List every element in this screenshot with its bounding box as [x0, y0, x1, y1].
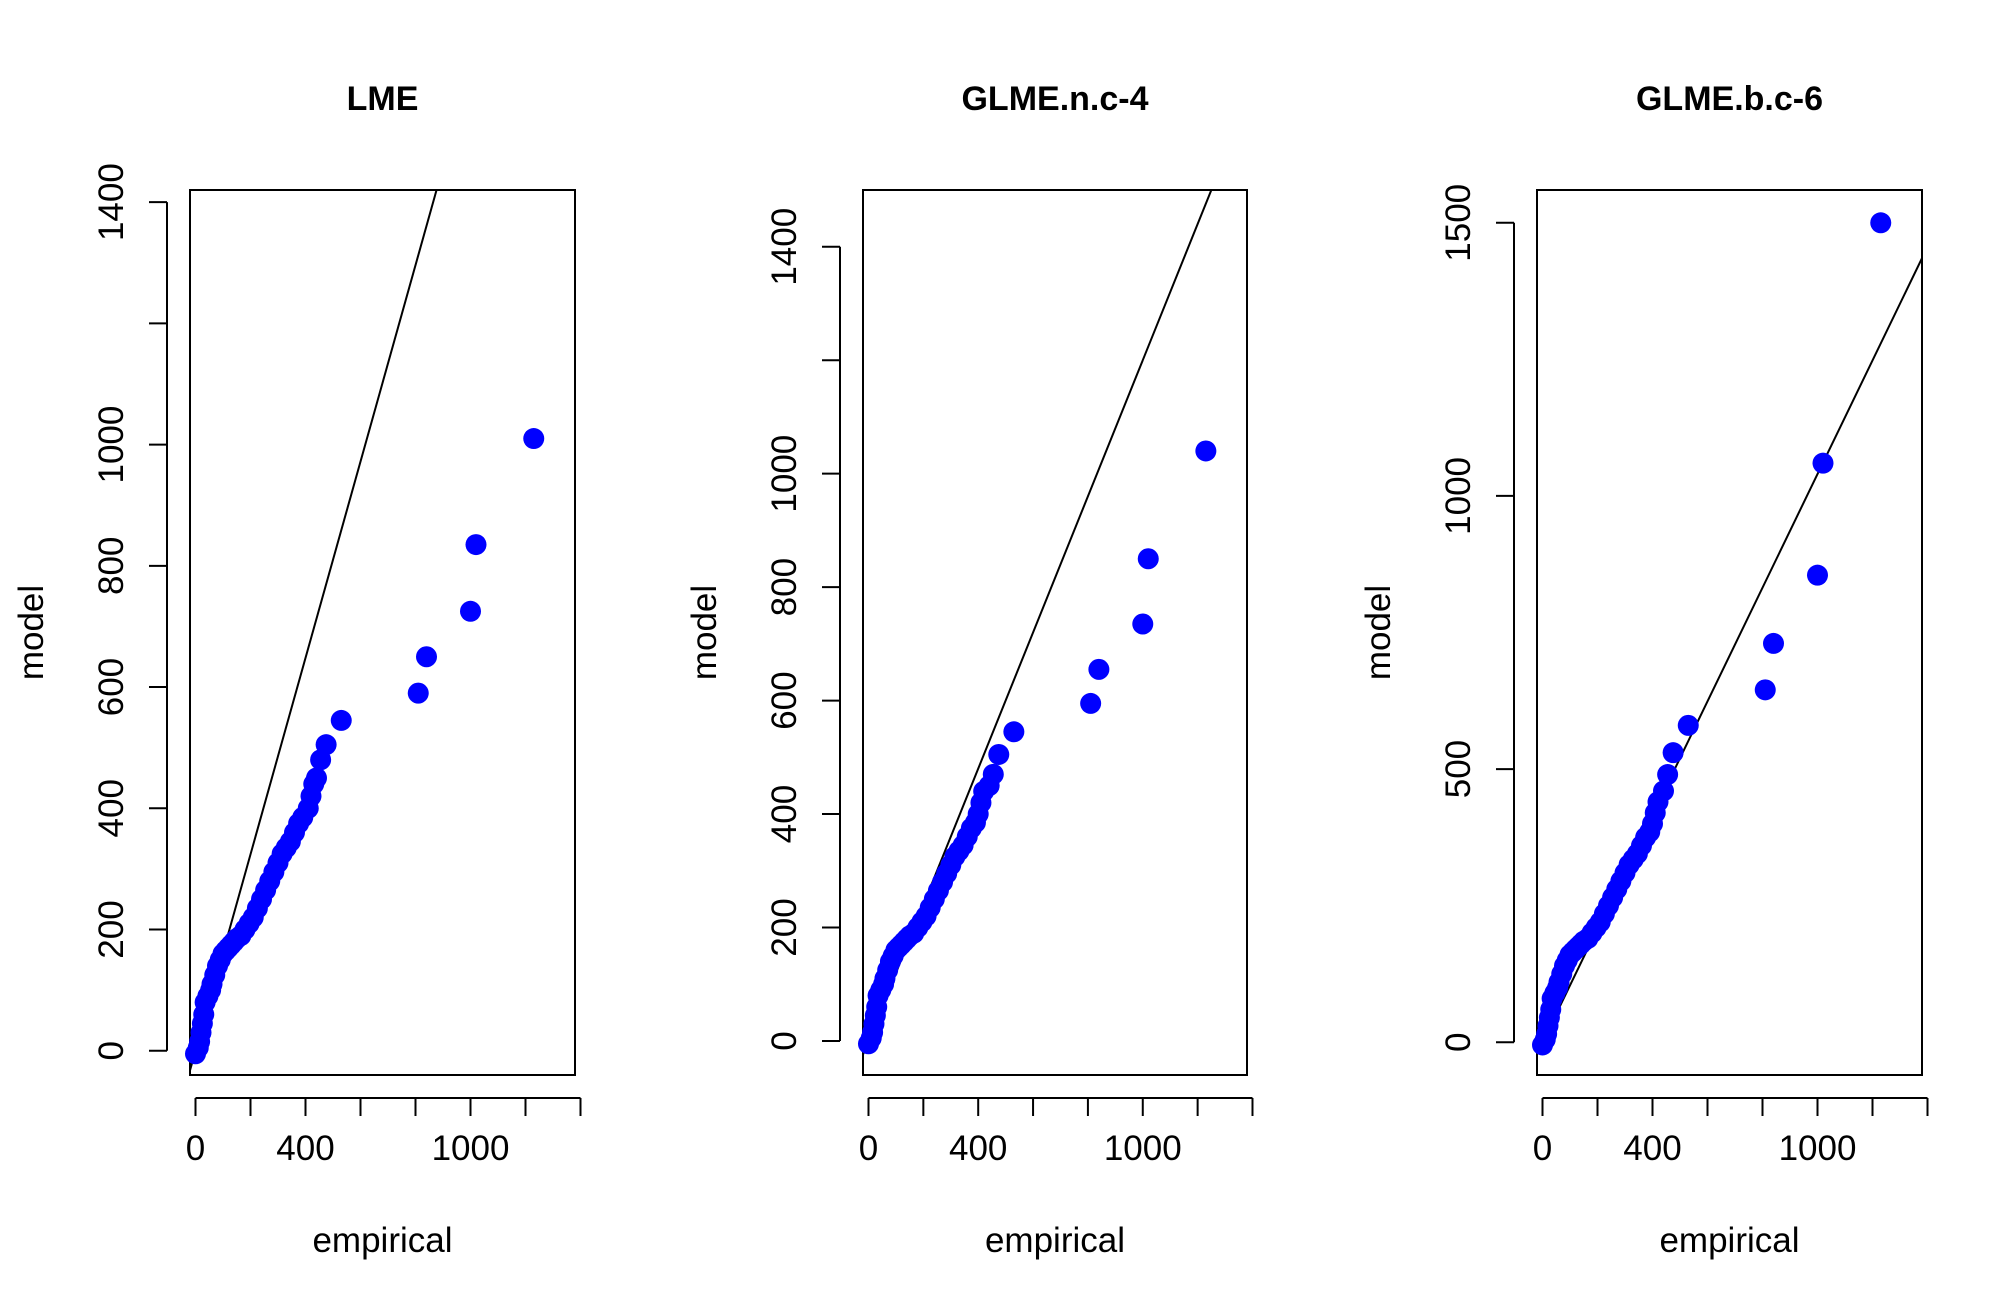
- y-tick-label: 0: [92, 1041, 131, 1060]
- data-point: [1653, 780, 1674, 802]
- y-tick-label: 600: [92, 658, 131, 716]
- y-tick-label: 200: [92, 900, 131, 958]
- y-tick-label: 0: [1439, 1032, 1478, 1051]
- y-axis-label: model: [12, 585, 51, 680]
- y-tick-label: 600: [765, 671, 804, 729]
- panel-3: GLME.b.c-6 empirical model 0 400 1000 0 500 1000…: [1359, 80, 1929, 1260]
- panel-2: GLME.n.c-4 empirical model 0 400 1000 0 200 400 6…: [685, 80, 1254, 1260]
- y-tick-label: 1500: [1439, 184, 1478, 262]
- plot-area: [190, 190, 438, 1075]
- data-point: [407, 682, 429, 704]
- x-tick-label: 1000: [432, 1129, 510, 1168]
- data-point: [1088, 658, 1110, 680]
- y-tick-label: 1000: [1439, 457, 1478, 535]
- data-point: [330, 709, 352, 731]
- data-point: [1080, 692, 1102, 714]
- data-point: [1132, 613, 1154, 635]
- x-tick-label: 0: [1533, 1129, 1552, 1168]
- y-tick-label: 0: [765, 1031, 804, 1050]
- data-point: [416, 646, 437, 668]
- data-point: [306, 767, 327, 789]
- data-point: [315, 734, 337, 756]
- x-tick-label: 1000: [1779, 1129, 1857, 1168]
- data-point: [982, 763, 1004, 785]
- data-point: [1662, 742, 1684, 764]
- y-tick-label: 500: [1439, 740, 1478, 798]
- y-tick-label: 800: [92, 537, 131, 595]
- y-tick-label: 400: [92, 779, 131, 837]
- chart-title: LME: [347, 80, 419, 118]
- x-tick-label: 400: [949, 1129, 1007, 1168]
- x-tick-label: 1000: [1104, 1129, 1182, 1168]
- plot-area: [1537, 255, 1922, 1056]
- y-axis-label: model: [1359, 585, 1398, 680]
- data-point: [1763, 632, 1784, 654]
- plot-frame: [1536, 189, 1923, 1076]
- x-axis-label: empirical: [312, 1221, 452, 1260]
- y-tick-label: 1400: [92, 163, 131, 241]
- data-point: [523, 428, 545, 450]
- data-point: [465, 534, 487, 556]
- y-tick-label: 400: [765, 785, 804, 843]
- x-tick-label: 0: [859, 1129, 878, 1168]
- data-point: [1657, 764, 1679, 786]
- x-tick-label: 0: [186, 1129, 205, 1168]
- data-point: [1812, 452, 1834, 474]
- y-tick-label: 200: [765, 898, 804, 956]
- chart-title: GLME.b.c-6: [1636, 80, 1823, 118]
- y-tick-label: 800: [765, 558, 804, 616]
- data-point: [1754, 679, 1776, 701]
- x-tick-label: 400: [1623, 1129, 1681, 1168]
- data-point: [1137, 548, 1159, 570]
- data-point: [1807, 564, 1828, 586]
- x-axis-label: empirical: [1659, 1221, 1799, 1260]
- x-tick-label: 400: [276, 1129, 334, 1168]
- y-tick-label: 1000: [765, 435, 804, 513]
- data-point: [1677, 714, 1699, 736]
- y-tick-label: 1400: [765, 208, 804, 286]
- plot-frame: [862, 189, 1248, 1076]
- x-axis-label: empirical: [985, 1221, 1125, 1260]
- chart-title: GLME.n.c-4: [961, 80, 1148, 118]
- data-point: [1195, 440, 1217, 462]
- data-point: [1003, 721, 1025, 743]
- reference-line: [190, 190, 438, 1075]
- data-point: [1870, 212, 1892, 234]
- y-tick-label: 1000: [92, 406, 131, 484]
- reference-line: [1537, 255, 1922, 1056]
- plot-frame: [189, 189, 576, 1076]
- y-axis-label: model: [685, 585, 724, 680]
- data-point: [460, 600, 481, 622]
- data-point: [988, 743, 1010, 765]
- panel-1: LME empirical model 0 400 1000 0 200 400 600 800 10…: [12, 80, 582, 1260]
